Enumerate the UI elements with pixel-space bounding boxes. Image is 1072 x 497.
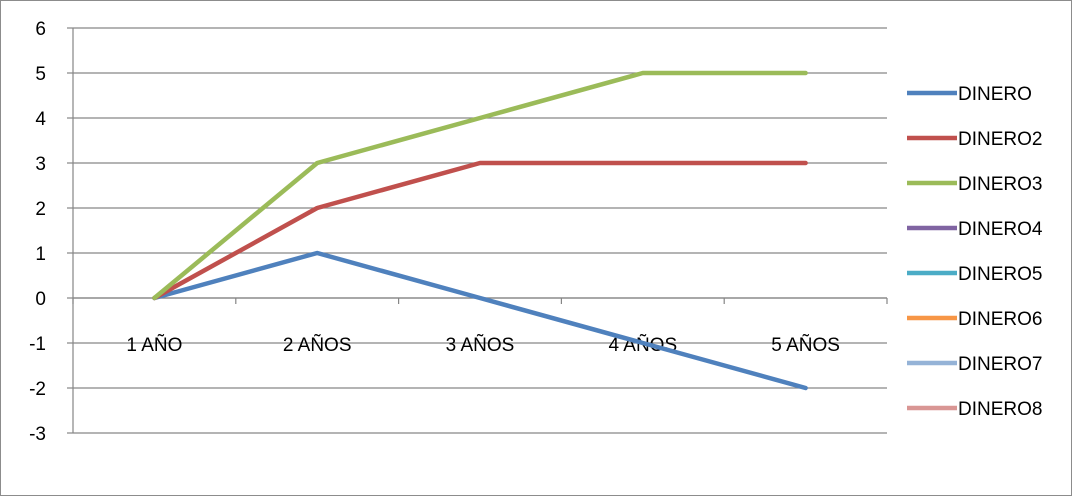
legend-label: DINERO6: [958, 309, 1042, 330]
y-tick-label: 2: [35, 199, 46, 220]
legend-item: DINERO: [907, 84, 1032, 105]
legend-label: DINERO5: [958, 264, 1042, 285]
x-tick-label: 1 AÑO: [126, 334, 182, 356]
legend-label: DINERO7: [958, 354, 1042, 375]
y-tick-label: 0: [35, 289, 46, 310]
axes: [67, 27, 888, 434]
legend: DINERO DINERO2 DINERO3 DINERO4 DINERO5 DINERO…: [907, 84, 1043, 420]
legend-item: DINERO4: [907, 219, 1043, 240]
series-line: [152, 250, 808, 391]
legend-item: DINERO8: [907, 399, 1042, 420]
y-tick-label: 3: [35, 154, 46, 175]
x-tick-labels: 1 AÑO 2 AÑOS 3 AÑOS 4 AÑOS 5 AÑOS: [126, 334, 840, 356]
y-tick-label: -3: [29, 424, 46, 445]
legend-label: DINERO8: [958, 399, 1042, 420]
legend-label: DINERO4: [958, 219, 1043, 240]
legend-label: DINERO3: [958, 174, 1042, 195]
y-tick-label: 4: [35, 109, 46, 130]
legend-item: DINERO6: [907, 309, 1042, 330]
x-tick-label: 3 AÑOS: [446, 334, 515, 356]
y-tick-labels: 6 5 4 3 2 1 0 -1 -2 -3: [29, 19, 46, 445]
legend-item: DINERO3: [907, 174, 1042, 195]
x-tick-label: 2 AÑOS: [283, 334, 352, 356]
legend-item: DINERO5: [907, 264, 1042, 285]
legend-item: DINERO7: [907, 354, 1042, 375]
legend-item: DINERO2: [907, 129, 1042, 150]
x-tick-label: 5 AÑOS: [771, 334, 840, 356]
y-tick-label: 5: [35, 64, 46, 85]
y-tick-label: 1: [35, 244, 46, 265]
y-tick-label: -1: [29, 334, 46, 355]
y-tick-label: 6: [35, 19, 46, 40]
series-lines: [152, 70, 808, 391]
legend-label: DINERO2: [958, 129, 1042, 150]
gridlines: [73, 27, 887, 434]
y-tick-label: -2: [29, 379, 46, 400]
series-line: [152, 160, 808, 301]
series-line: [152, 70, 808, 301]
legend-label: DINERO: [958, 84, 1032, 105]
